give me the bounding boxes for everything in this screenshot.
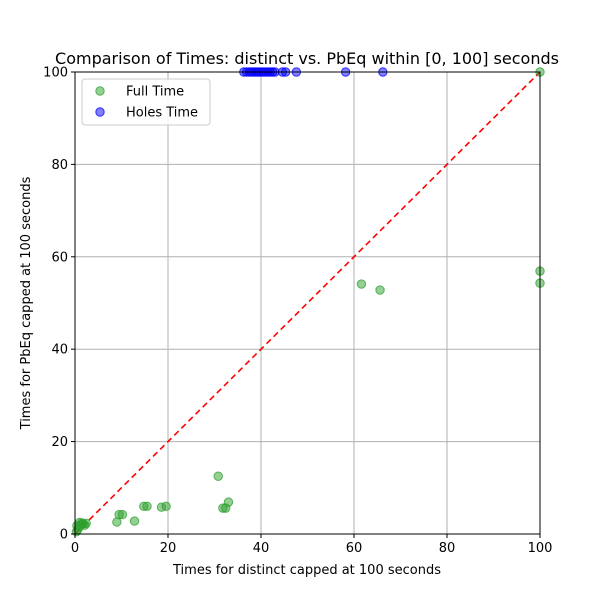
- data-point: [117, 509, 128, 520]
- x-tick-label: 100: [528, 541, 553, 556]
- data-point: [213, 471, 223, 481]
- x-axis-ticks: 0 20 40 60 80 100: [71, 534, 553, 556]
- x-tick-label: 60: [346, 541, 363, 556]
- legend-label: Full Time: [126, 85, 184, 100]
- y-tick-label: 100: [43, 66, 68, 81]
- legend: Full Time Holes Time: [81, 78, 211, 126]
- y-tick-label: 20: [51, 435, 68, 450]
- data-point: [375, 285, 385, 295]
- x-tick-label: 0: [71, 541, 79, 556]
- y-axis-ticks: 0 20 40 60 80 100: [43, 66, 75, 543]
- y-tick-label: 0: [60, 528, 68, 543]
- legend-marker: [95, 86, 105, 96]
- data-point: [223, 497, 234, 507]
- chart-title: Comparison of Times: distinct vs. PbEq w…: [55, 49, 559, 68]
- gridlines: [74, 71, 541, 535]
- legend-box: [81, 78, 211, 126]
- data-point: [142, 501, 152, 511]
- data-point: [161, 501, 171, 511]
- y-tick-label: 80: [51, 158, 68, 173]
- legend-label: Holes Time: [126, 106, 198, 121]
- data-point: [356, 279, 367, 289]
- data-point: [72, 520, 82, 531]
- x-tick-label: 40: [253, 541, 270, 556]
- data-point: [129, 516, 140, 526]
- y-tick-label: 40: [51, 343, 68, 358]
- plot-frame: [74, 71, 541, 535]
- y-tick-label: 60: [51, 250, 68, 265]
- x-tick-label: 80: [439, 541, 456, 556]
- legend-marker: [95, 107, 105, 117]
- y-axis-label: Times for PbEq capped at 100 seconds: [19, 176, 34, 430]
- x-tick-label: 20: [160, 541, 177, 556]
- x-axis-label: Times for distinct capped at 100 seconds: [172, 563, 441, 578]
